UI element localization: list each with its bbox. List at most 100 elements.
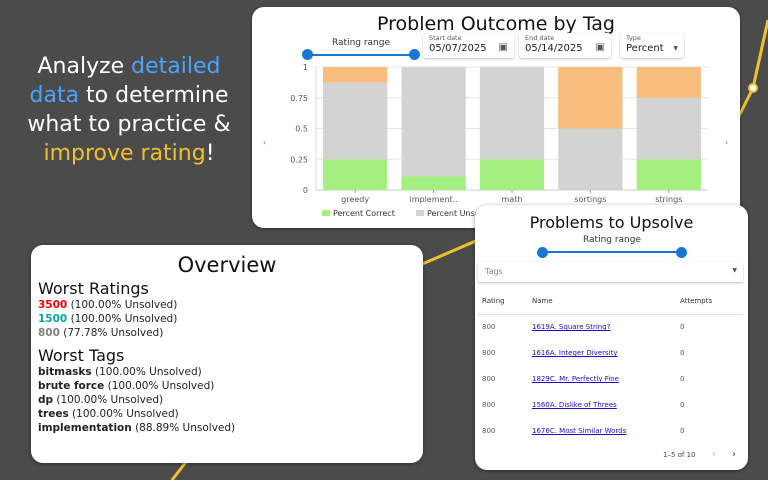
slider-thumb-min[interactable] bbox=[302, 49, 313, 60]
start-date-field[interactable]: Start date 05/07/2025 ▣ bbox=[423, 33, 514, 58]
column-header-rating[interactable]: Rating bbox=[478, 288, 528, 315]
hero-text-part: improve rating bbox=[43, 141, 206, 166]
rating-value: 1500 bbox=[38, 313, 68, 325]
rating-cell: 800 bbox=[482, 323, 496, 332]
name-cell: 1560A. Dislike of Threes bbox=[528, 392, 676, 418]
calendar-icon[interactable]: ▣ bbox=[595, 42, 605, 53]
rating-range-label: Rating range bbox=[582, 235, 642, 245]
chevron-right-icon[interactable]: › bbox=[732, 449, 736, 460]
tag-name: implementation bbox=[38, 422, 132, 434]
rating-range-label: Rating range bbox=[331, 38, 391, 48]
bar-segment bbox=[479, 159, 545, 190]
pagination: 1–5 of 10 ‹ › bbox=[649, 449, 736, 460]
table-row: 800 1560A. Dislike of Threes 0 bbox=[478, 392, 743, 418]
problem-link[interactable]: 1616A. Integer Diversity bbox=[532, 349, 618, 357]
name-cell: 1676C. Most Similar Words bbox=[528, 418, 676, 444]
type-select[interactable]: Type Percent ▼ bbox=[620, 33, 684, 58]
worst-tag-item: implementation (88.89% Unsolved) bbox=[38, 421, 416, 435]
upsolve-rating-slider[interactable]: Rating range bbox=[537, 235, 687, 259]
worst-tag-item: trees (100.00% Unsolved) bbox=[38, 407, 416, 421]
column-header-attempts[interactable]: Attempts bbox=[676, 288, 743, 315]
worst-tag-item: brute force (100.00% Unsolved) bbox=[38, 379, 416, 393]
tags-select[interactable]: Tags ▼ bbox=[478, 262, 743, 282]
chevron-right-icon[interactable]: › bbox=[725, 138, 729, 147]
bar-segment bbox=[401, 176, 466, 190]
bar-segment bbox=[323, 159, 388, 190]
problem-link[interactable]: 1619A. Square String? bbox=[532, 323, 611, 332]
outcome-chart: 0 0.25 0.5 0.75 1 greedy implement.. math sortin… bbox=[290, 63, 708, 218]
hero-text-part: to determine what to practice & bbox=[27, 83, 231, 137]
end-date-label: End date bbox=[525, 34, 555, 42]
hero-text-part: ! bbox=[205, 141, 215, 166]
x-tick-label: greedy bbox=[341, 195, 369, 204]
name-cell: 1619A. Square String? bbox=[528, 314, 676, 340]
overview-card: Overview Worst Ratings 3500 (100.00% Uns… bbox=[31, 245, 423, 463]
outcome-card: 0 0.25 0.5 0.75 1 greedy implement.. math sortin… bbox=[252, 7, 740, 228]
caret-down-icon: ▼ bbox=[732, 267, 737, 274]
rating-cell: 800 bbox=[482, 375, 496, 383]
tags-placeholder: Tags bbox=[485, 267, 503, 276]
start-date-label: Start date bbox=[429, 34, 462, 42]
bar-segment bbox=[636, 67, 701, 98]
problem-link[interactable]: 1829C. Mr. Perfectly Fine bbox=[532, 375, 619, 383]
legend-swatch bbox=[416, 210, 424, 216]
type-label: Type bbox=[626, 34, 641, 42]
legend-label: Percent Correct bbox=[333, 209, 395, 218]
name-cell: 1829C. Mr. Perfectly Fine bbox=[528, 366, 676, 392]
bar-segment bbox=[479, 67, 545, 160]
attempts-cell: 0 bbox=[680, 427, 685, 435]
tag-name: bitmasks bbox=[38, 366, 92, 378]
table-row: 800 1619A. Square String? 0 bbox=[478, 314, 743, 340]
rating-value: 3500 bbox=[38, 299, 68, 311]
slider-thumb-min[interactable] bbox=[537, 247, 548, 258]
worst-ratings-heading: Worst Ratings bbox=[38, 279, 149, 298]
rating-cell: 800 bbox=[482, 401, 496, 409]
rating-detail: (100.00% Unsolved) bbox=[67, 313, 178, 325]
tag-detail: (100.00% Unsolved) bbox=[53, 394, 164, 406]
problem-link[interactable]: 1676C. Most Similar Words bbox=[532, 427, 627, 435]
worst-tag-item: dp (100.00% Unsolved) bbox=[38, 393, 416, 407]
overview-title: Overview bbox=[177, 253, 277, 277]
x-tick-label: math bbox=[502, 195, 523, 204]
tag-detail: (100.00% Unsolved) bbox=[91, 366, 202, 378]
rating-detail: (77.78% Unsolved) bbox=[59, 327, 164, 339]
tag-detail: (100.00% Unsolved) bbox=[68, 408, 179, 420]
bar-segment bbox=[636, 159, 701, 190]
tag-name: dp bbox=[38, 394, 54, 406]
tag-detail: (100.00% Unsolved) bbox=[104, 380, 215, 392]
pagination-label: 1–5 of 10 bbox=[663, 451, 696, 459]
table-row: 800 1829C. Mr. Perfectly Fine 0 bbox=[478, 366, 743, 392]
x-tick-label: implement.. bbox=[409, 195, 457, 204]
column-header-name[interactable]: Name bbox=[528, 288, 676, 315]
rating-range-slider[interactable]: Rating range bbox=[302, 38, 420, 62]
calendar-icon[interactable]: ▣ bbox=[498, 42, 508, 53]
attempts-cell: 0 bbox=[680, 401, 685, 409]
problem-link[interactable]: 1560A. Dislike of Threes bbox=[532, 401, 617, 409]
table-row: 800 1616A. Integer Diversity 0 bbox=[478, 340, 743, 366]
slider-thumb-max[interactable] bbox=[409, 49, 420, 60]
attempts-cell: 0 bbox=[680, 349, 685, 357]
tag-name: brute force bbox=[38, 380, 105, 392]
slider-track bbox=[541, 251, 683, 253]
type-value: Percent bbox=[626, 43, 664, 54]
slider-track bbox=[306, 54, 416, 56]
worst-rating-item: 3500 (100.00% Unsolved) bbox=[38, 298, 416, 312]
chevron-left-icon[interactable]: ‹ bbox=[263, 138, 267, 147]
bar-segment bbox=[636, 97, 701, 160]
y-tick-label: 0.5 bbox=[295, 125, 308, 134]
rating-cell: 800 bbox=[482, 349, 496, 357]
worst-rating-item: 800 (77.78% Unsolved) bbox=[38, 326, 416, 340]
tag-detail: (88.89% Unsolved) bbox=[131, 422, 236, 434]
hero-text-part: detailed data bbox=[29, 54, 221, 108]
attempts-cell: 0 bbox=[680, 323, 685, 332]
worst-tags-heading: Worst Tags bbox=[38, 346, 125, 365]
legend-label: Percent Unsolved bbox=[427, 209, 497, 218]
bar-segment bbox=[558, 67, 623, 129]
table-row: 800 1676C. Most Similar Words 0 bbox=[478, 418, 743, 444]
upsolve-card: Problems to Upsolve Rating range Tags ▼ … bbox=[475, 205, 748, 470]
slider-thumb-max[interactable] bbox=[676, 247, 687, 258]
worst-tag-item: bitmasks (100.00% Unsolved) bbox=[38, 365, 416, 379]
end-date-field[interactable]: End date 05/14/2025 ▣ bbox=[519, 33, 611, 58]
chevron-left-icon[interactable]: ‹ bbox=[711, 449, 716, 460]
